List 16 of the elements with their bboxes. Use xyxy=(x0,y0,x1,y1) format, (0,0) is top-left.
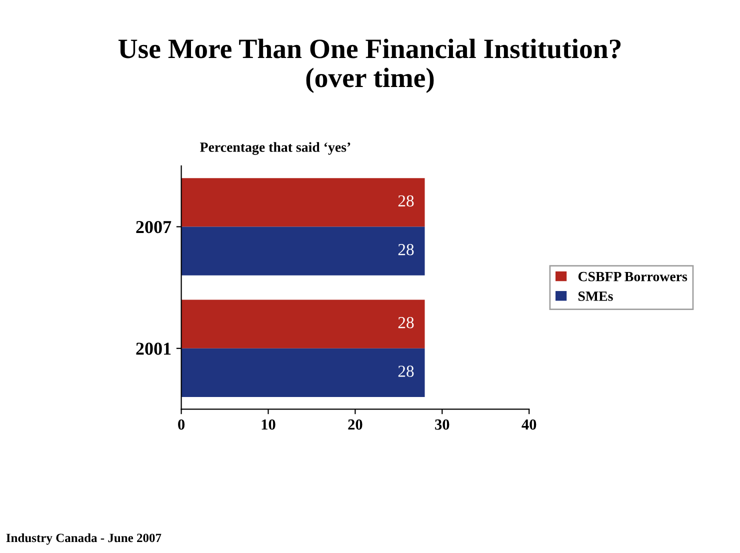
chart-subtitle: Percentage that said ‘yes’ xyxy=(200,142,350,155)
y-tick-label: 2001 xyxy=(136,342,171,355)
data-label: 28 xyxy=(398,195,414,207)
x-tick-label: 10 xyxy=(262,419,276,430)
data-label: 28 xyxy=(398,316,414,328)
x-tick-label: 40 xyxy=(522,419,536,430)
legend-label: CSBFP Borrowers xyxy=(578,272,688,282)
legend-label: SMEs xyxy=(578,292,613,301)
x-tick-label: 30 xyxy=(435,419,450,430)
data-label: 28 xyxy=(398,366,414,377)
data-label: 28 xyxy=(398,244,414,256)
x-tick-label: 0 xyxy=(178,419,185,430)
y-tick-label: 2007 xyxy=(136,220,172,234)
x-tick-label: 20 xyxy=(348,419,362,430)
chart-title: Use More Than One Financial Institution? (over time) xyxy=(118,38,621,93)
text: Industry Canada - June 2007 xyxy=(6,533,162,545)
